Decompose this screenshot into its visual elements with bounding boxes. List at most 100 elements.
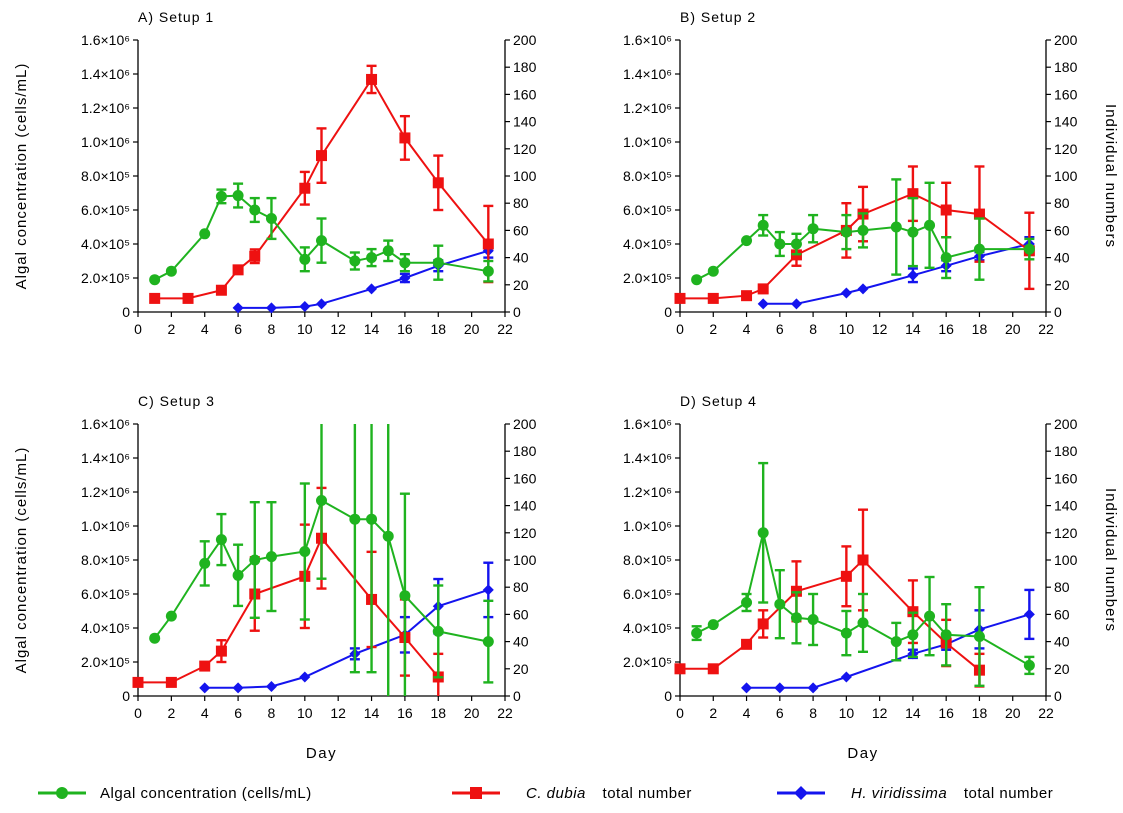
panel-4-algal-point (707, 619, 719, 631)
panel-3-hydra-point (265, 680, 277, 692)
panel-1-x-tick-label: 12 (330, 321, 346, 337)
panel-2-x-tick-label: 0 (676, 321, 684, 337)
panel-2-y-right-tick-label: 0 (1054, 304, 1062, 320)
panel-3-dubia-point (199, 660, 211, 672)
panel-2-algal-point (757, 219, 769, 231)
panel-4-algal-point (790, 612, 802, 624)
panel-4-x-tick-label: 4 (743, 705, 751, 721)
panel-3-hydra-point (232, 682, 244, 694)
legend: Algal concentration (cells/mL) C. dubia … (30, 780, 1110, 810)
panel-4-algal-point (857, 617, 869, 629)
panel-2-y-right-tick-label: 160 (1054, 86, 1078, 102)
panel-2-algal-point (741, 235, 753, 247)
panel-3-algal-point (265, 551, 277, 563)
panel-4-x-tick-label: 6 (776, 705, 784, 721)
panel-3-y-left-tick-label: 8.0×10⁵ (81, 552, 130, 568)
panel-3-x-tick-label: 2 (167, 705, 175, 721)
panel-3-y-right-tick-label: 120 (513, 525, 537, 541)
panel-3-y-right-tick-label: 0 (513, 688, 521, 704)
legend-item-hydra: H. viridissima total number (775, 780, 1053, 806)
panel-1-dubia-point (482, 238, 494, 250)
panel-4-y-right-tick-label: 100 (1054, 552, 1078, 568)
panel-2-algal-point (840, 226, 852, 238)
panel-1-dubia-point (299, 182, 311, 194)
panel-4-y-right-tick-label: 60 (1054, 606, 1070, 622)
panel-2-y-left-tick-label: 2.0×10⁵ (623, 270, 672, 286)
panel-3-y-right-tick-label: 140 (513, 498, 537, 514)
panel-1-y-left-tick-label: 1.6×10⁶ (81, 32, 130, 48)
panel-2-dubia-point (940, 204, 952, 216)
panel-4-algal-point (691, 627, 703, 639)
panel-2-algal-point (707, 265, 719, 277)
panel-1-x-tick-label: 8 (268, 321, 276, 337)
panel-4-y-right-tick-label: 0 (1054, 688, 1062, 704)
panel-1-dubia-point (182, 292, 194, 304)
panel-1-y-left-label: Algal concentration (cells/mL) (13, 63, 30, 290)
panel-1-algal-point (432, 257, 444, 269)
panel-3-x-tick-label: 10 (297, 705, 313, 721)
panel-2-x-tick-label: 22 (1038, 321, 1054, 337)
panel-4-y-left-tick-label: 1.0×10⁶ (623, 518, 672, 534)
panel-3-y-right-tick-label: 100 (513, 552, 537, 568)
panel-4-x-tick-label: 2 (709, 705, 717, 721)
panel-2-y-left-tick-label: 1.2×10⁶ (623, 100, 672, 116)
legend-swatch-dubia (452, 787, 500, 799)
panel-3-algal-point (366, 513, 378, 525)
panel-1-dubia-point (232, 264, 244, 276)
panel-4-hydra-point (774, 682, 786, 694)
panel-1-hydra-point (232, 302, 244, 314)
panel-3-algal-point (482, 636, 494, 648)
panel-2-hydra-line (763, 243, 1030, 305)
panel-2-dubia-point (741, 290, 753, 302)
panel-2-hydra-point (840, 287, 852, 299)
panel-4-x-tick-label: 0 (676, 705, 684, 721)
panel-1-x-tick-label: 22 (497, 321, 513, 337)
panel-4-x-tick-label: 12 (872, 705, 888, 721)
panel-1-algal-point (349, 255, 361, 267)
panel-3-y-left-tick-label: 1.2×10⁶ (81, 484, 130, 500)
panel-3-dubia-point (165, 676, 177, 688)
panel-2-y-right-tick-label: 100 (1054, 168, 1078, 184)
panel-3-x-tick-label: 16 (397, 705, 413, 721)
panel-4-x-tick-label: 20 (1005, 705, 1021, 721)
panel-3-x-label: Day (306, 745, 337, 762)
panel-2-dubia-point (757, 283, 769, 295)
panel-2-hydra-point (857, 283, 869, 295)
panel-1-y-right-tick-label: 160 (513, 86, 537, 102)
panel-3-algal-point (249, 554, 261, 566)
panel-1-x-tick-label: 6 (234, 321, 242, 337)
panel-4-algal-point (890, 636, 902, 648)
panel-1-hydra-point (299, 301, 311, 313)
panel-2-y-left-tick-label: 0 (664, 304, 672, 320)
panel-3-hydra-line (204, 588, 489, 689)
panel-1-y-left-tick-label: 1.0×10⁶ (81, 134, 130, 150)
panel-1-hydra-point (399, 272, 411, 284)
panel-1-x-tick-label: 16 (397, 321, 413, 337)
panel-4-y-right-tick-label: 20 (1054, 661, 1070, 677)
panel-1-algal-point (165, 265, 177, 277)
panel-3-hydra-point (199, 682, 211, 694)
panel-4-dubia-point (707, 663, 719, 675)
panel-2-algal-point (890, 221, 902, 233)
panel-1-y-right-tick-label: 100 (513, 168, 537, 184)
panel-2-y-right-tick-label: 120 (1054, 141, 1078, 157)
panel-1-y-right-tick-label: 0 (513, 304, 521, 320)
panel-4-x-tick-label: 8 (809, 705, 817, 721)
panel-3-title: C) Setup 3 (138, 393, 215, 409)
panel-4-y-left-tick-label: 2.0×10⁵ (623, 654, 672, 670)
panel-2-hydra-point (757, 298, 769, 310)
panel-1-algal-point (399, 257, 411, 269)
panel-2-title: B) Setup 2 (680, 9, 756, 25)
panel-2-dubia-point (973, 208, 985, 220)
panel-4-y-right-tick-label: 160 (1054, 470, 1078, 486)
panel-3-algal-point (232, 569, 244, 581)
panel-3-y-right-tick-label: 160 (513, 470, 537, 486)
panel-3-algal-point (299, 546, 311, 557)
panel-2-y-right-tick-label: 180 (1054, 59, 1078, 75)
panel-2-dubia-point (674, 292, 686, 304)
panel-3-y-left-label: Algal concentration (cells/mL) (13, 447, 30, 674)
panel-1-algal-point (232, 190, 244, 202)
panel-1-algal-point (482, 265, 494, 277)
panel-1-hydra-line (238, 249, 489, 309)
